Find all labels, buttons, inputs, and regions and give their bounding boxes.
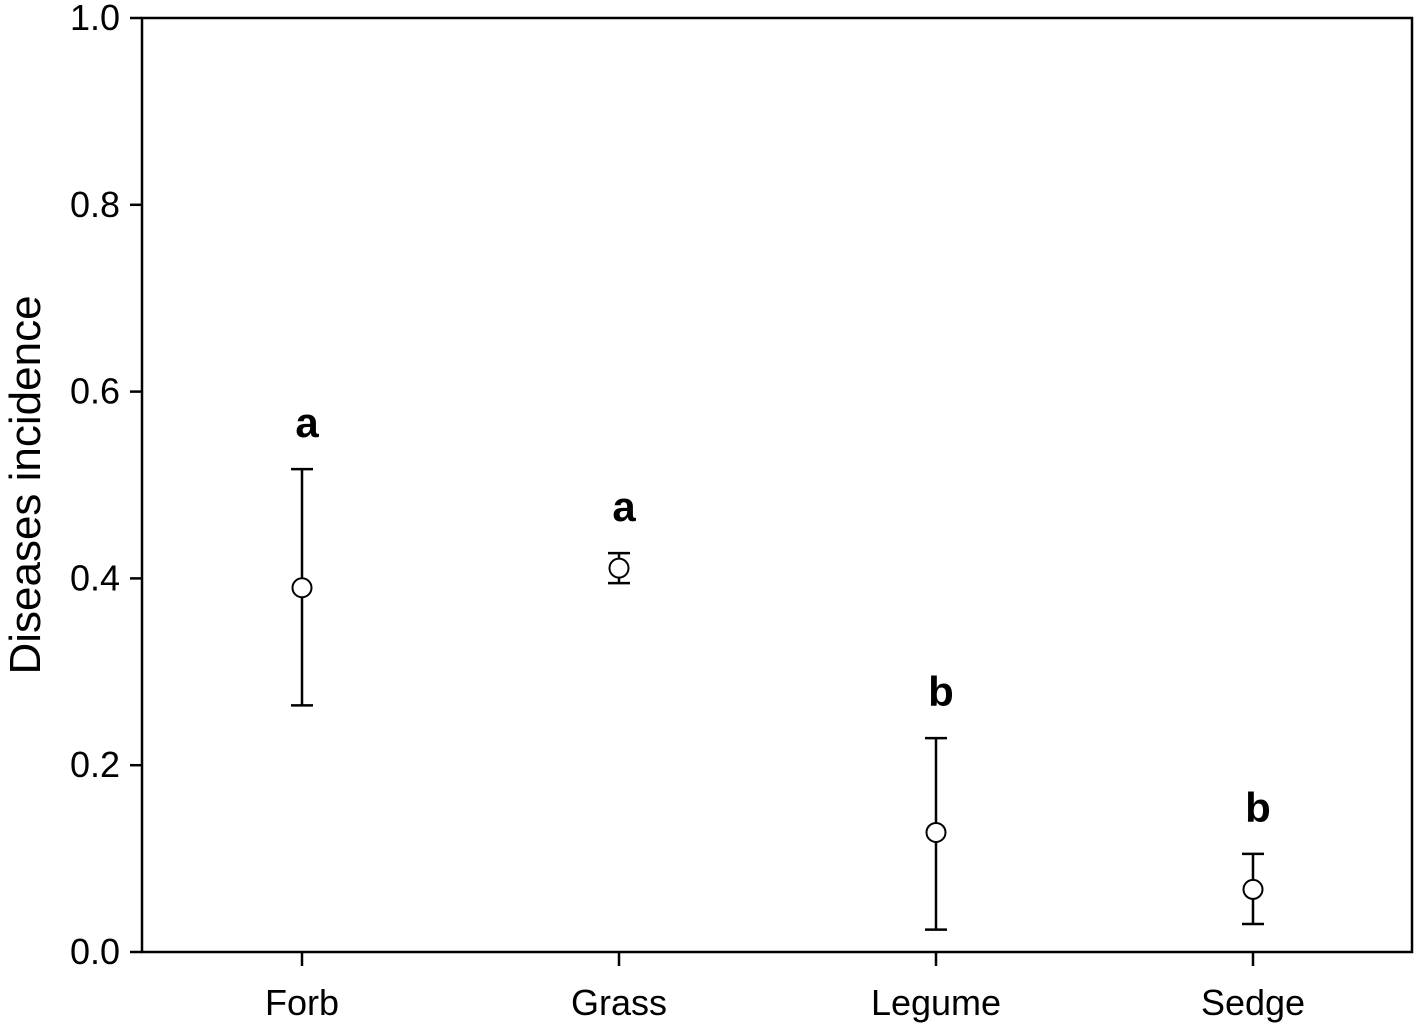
- point-marker: [1242, 878, 1264, 900]
- y-tick-label: 0.8: [70, 184, 120, 225]
- x-tick-label: Legume: [871, 982, 1001, 1023]
- y-axis-title: Diseases incidence: [1, 295, 50, 674]
- y-tick-label: 0.4: [70, 557, 120, 598]
- y-tick-label: 1.0: [70, 0, 120, 38]
- data-points: a a b b: [291, 399, 1271, 931]
- x-tick-label: Sedge: [1201, 982, 1305, 1023]
- significance-letter: b: [928, 668, 954, 715]
- point-marker: [291, 577, 313, 599]
- x-tick-label: Forb: [265, 982, 339, 1023]
- point-marker: [608, 557, 630, 579]
- y-tick-label: 0.6: [70, 371, 120, 412]
- y-tick-label: 0.2: [70, 744, 120, 785]
- significance-letter: a: [612, 483, 636, 530]
- point-marker: [925, 821, 947, 843]
- y-tick-label: 0.0: [70, 931, 120, 972]
- data-point-legume: b: [925, 668, 954, 931]
- x-tick-label: Grass: [571, 982, 667, 1023]
- data-point-forb: a: [291, 399, 319, 707]
- significance-letter: b: [1245, 784, 1271, 831]
- y-axis: 0.0 0.2 0.4 0.6 0.8 1.0: [70, 0, 142, 972]
- significance-letter: a: [295, 399, 319, 446]
- x-axis: Forb Grass Legume Sedge: [265, 952, 1305, 1023]
- plot-frame: [140, 16, 1414, 954]
- data-point-sedge: b: [1242, 784, 1271, 926]
- data-point-grass: a: [608, 483, 636, 585]
